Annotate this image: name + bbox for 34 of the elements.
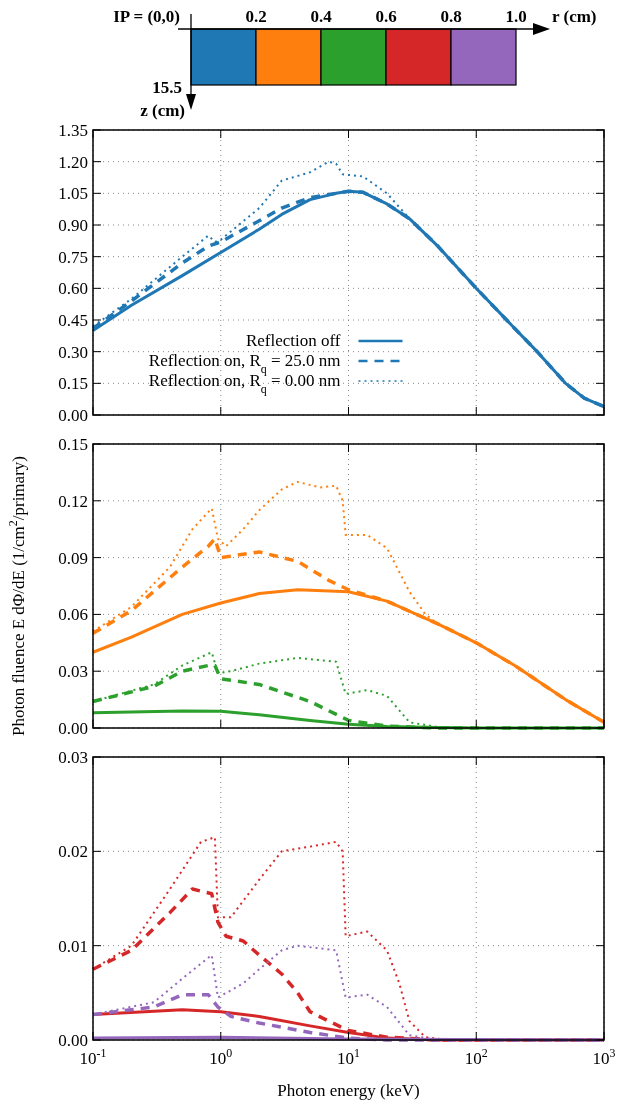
y-tick-label: 0.03 bbox=[58, 748, 88, 767]
y-tick-label: 0.30 bbox=[58, 342, 88, 362]
y-tick-label: 0.00 bbox=[58, 406, 88, 425]
x-axis-title: r (cm) bbox=[552, 7, 597, 26]
y-tick-label: 0.06 bbox=[58, 605, 88, 625]
y-tick-label: 1.05 bbox=[58, 184, 88, 204]
x-tick-label: 0.2 bbox=[245, 7, 267, 26]
x-axis-title: Photon energy (keV) bbox=[277, 1081, 420, 1100]
y-tick-label: 0.15 bbox=[58, 374, 88, 394]
x-tick-label: 0.4 bbox=[310, 7, 333, 26]
y-tick-label: 1.35 bbox=[58, 121, 88, 140]
y-tick-label: 0.12 bbox=[58, 491, 88, 511]
text: 15.5 bbox=[152, 78, 182, 97]
y-tick-label: 0.03 bbox=[58, 662, 88, 682]
y-tick-label: 0.90 bbox=[58, 216, 88, 235]
y-tick-label: 0.15 bbox=[58, 435, 88, 454]
y-tick-label: 0.02 bbox=[58, 842, 88, 862]
y-tick-label: 0.09 bbox=[58, 548, 88, 568]
y-tick-label: 0.45 bbox=[58, 311, 88, 330]
x-tick-label: 10$^{0}$ bbox=[209, 1046, 233, 1068]
y-tick-label: 0.00 bbox=[58, 719, 88, 738]
x-tick-label: 0.6 bbox=[375, 7, 397, 26]
y-axis-title: z (cm) bbox=[140, 101, 185, 120]
y-tick-label: 0.01 bbox=[58, 936, 88, 956]
text: IP = (0,0) bbox=[113, 7, 180, 26]
x-tick-label: 10$^{3}$ bbox=[592, 1046, 616, 1068]
x-tick-label: 10$^{2}$ bbox=[464, 1046, 488, 1068]
x-tick-label: 10$^{1}$ bbox=[337, 1046, 361, 1068]
y-tick-label: 0.60 bbox=[58, 279, 88, 299]
x-tick-label: 0.8 bbox=[440, 7, 462, 26]
y-tick-label: 0.75 bbox=[58, 247, 88, 267]
legend-label: Reflection off bbox=[245, 331, 341, 350]
x-tick-label: 1.0 bbox=[505, 7, 527, 26]
y-tick-label: 1.20 bbox=[58, 152, 88, 172]
